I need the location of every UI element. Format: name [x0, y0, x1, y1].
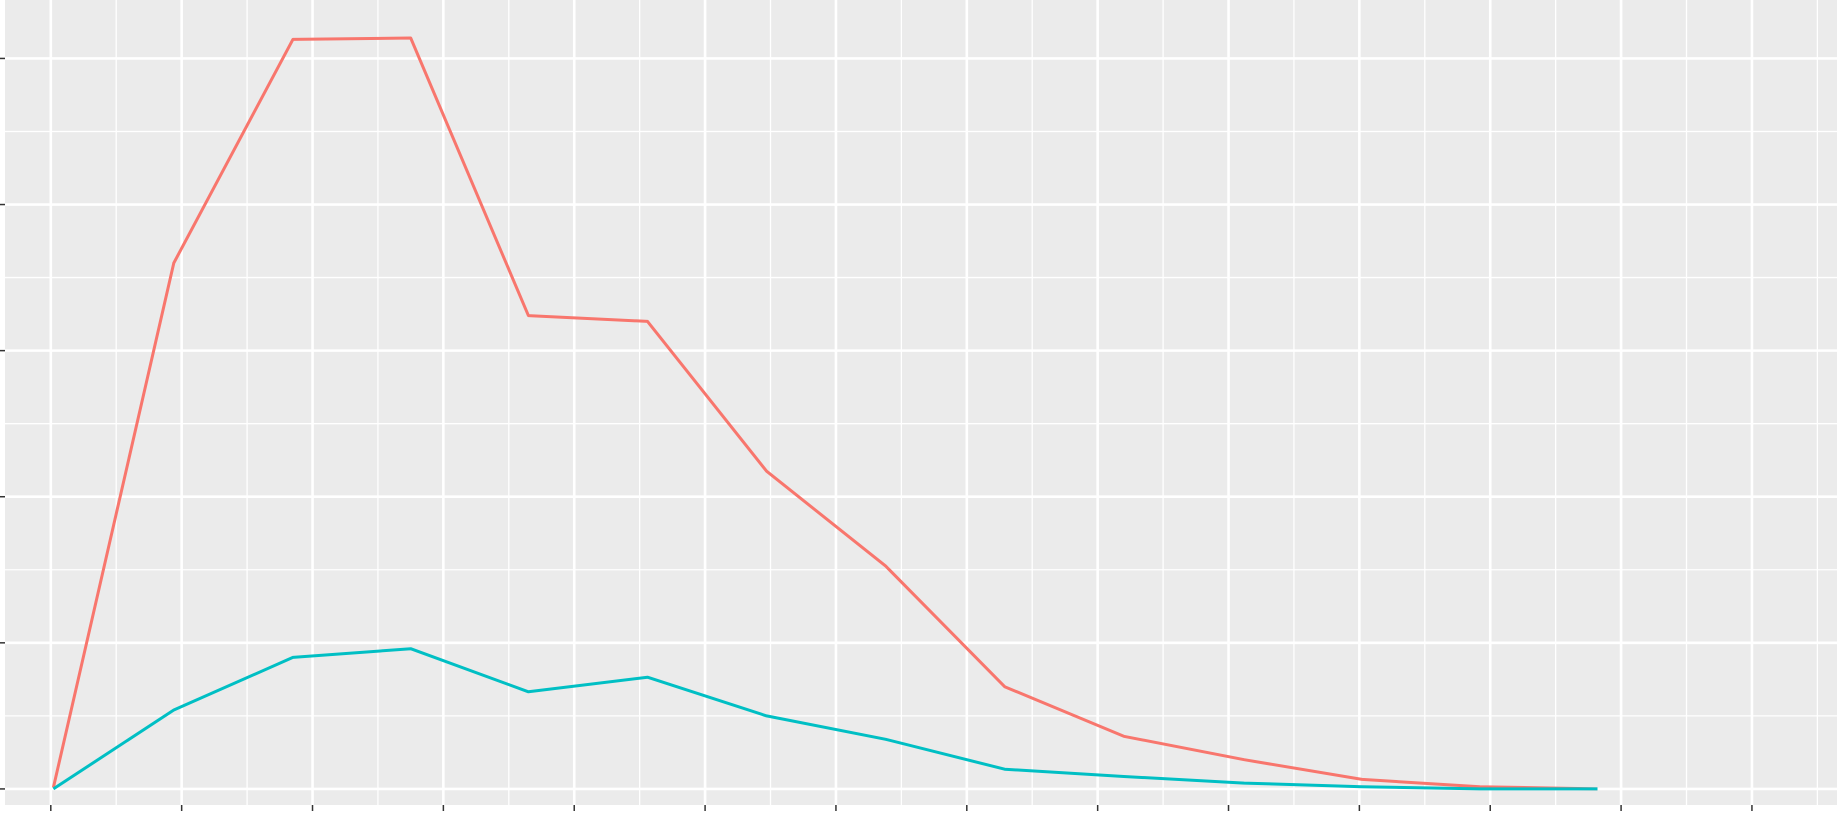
major-gridlines	[5, 0, 1837, 805]
plot-panel	[5, 0, 1837, 805]
axis-ticks	[0, 57, 1753, 811]
series-line-2	[52, 647, 1598, 791]
minor-gridlines	[5, 0, 1837, 805]
series-lines	[51, 36, 1598, 791]
series-line-1	[51, 36, 1598, 791]
